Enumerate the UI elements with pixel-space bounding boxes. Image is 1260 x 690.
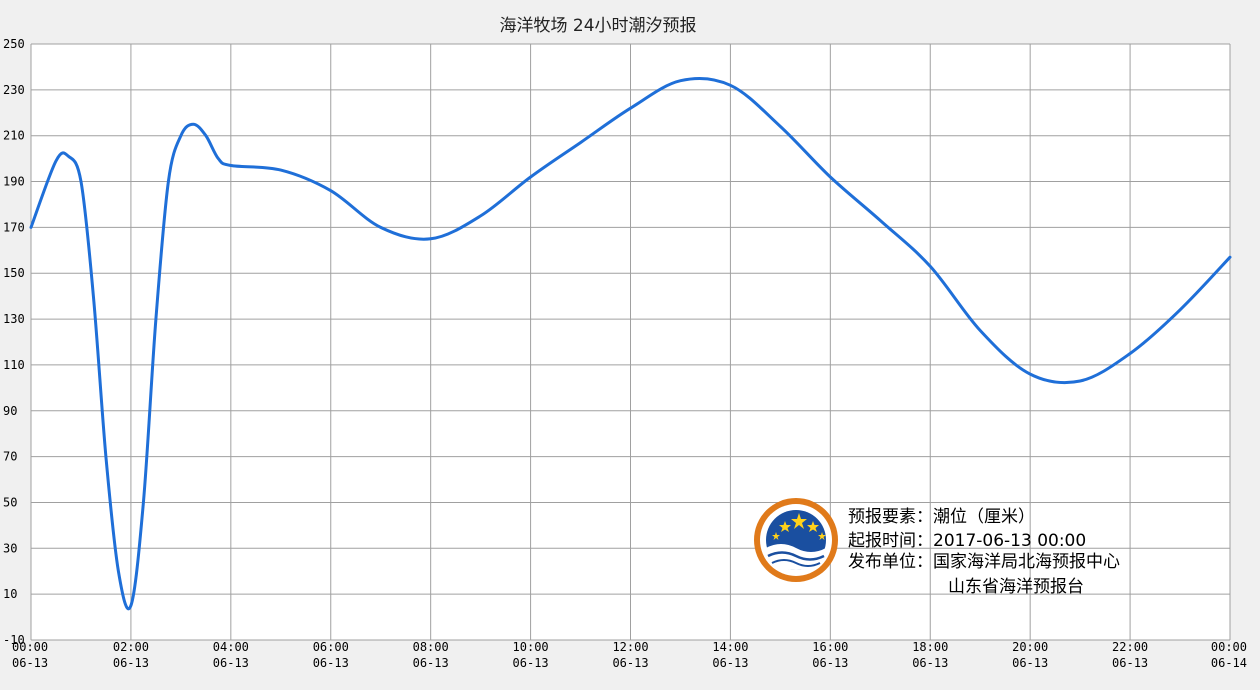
y-tick-label: 30 xyxy=(3,541,17,555)
x-tick-date-label: 06-14 xyxy=(1211,656,1247,670)
x-tick-time-label: 14:00 xyxy=(712,640,748,654)
y-tick-label: -10 xyxy=(3,633,25,647)
x-tick-time-label: 00:00 xyxy=(12,640,48,654)
y-tick-label: 230 xyxy=(3,83,25,97)
x-tick-time-label: 08:00 xyxy=(413,640,449,654)
x-tick-date-label: 06-13 xyxy=(612,656,648,670)
y-tick-label: 10 xyxy=(3,587,17,601)
publisher-label-line2: 山东省海洋预报台 xyxy=(948,577,1084,597)
y-axis-ticks: -10 10 30 50 70 90 110 130 150 170 190 210 230 250 xyxy=(3,37,25,647)
ocean-forecast-logo-icon xyxy=(754,498,838,582)
x-tick-date-label: 06-13 xyxy=(1112,656,1148,670)
publisher-label: 发布单位：国家海洋局北海预报中心 xyxy=(848,552,1120,572)
y-tick-label: 250 xyxy=(3,37,25,51)
x-tick-date-label: 06-13 xyxy=(513,656,549,670)
x-tick-date-label: 06-13 xyxy=(12,656,48,670)
forecast-element-label: 预报要素：潮位（厘米） xyxy=(848,507,1035,527)
tide-level-line xyxy=(29,76,1232,611)
chart-title: 海洋牧场 24小时潮汐预报 xyxy=(499,16,696,36)
x-tick-date-label: 06-13 xyxy=(313,656,349,670)
x-tick-time-label: 04:00 xyxy=(213,640,249,654)
grid-layer xyxy=(30,43,1231,641)
y-tick-label: 70 xyxy=(3,450,17,464)
x-tick-date-label: 06-13 xyxy=(113,656,149,670)
x-tick-time-label: 20:00 xyxy=(1012,640,1048,654)
x-tick-time-label: 22:00 xyxy=(1112,640,1148,654)
x-tick-time-label: 10:00 xyxy=(513,640,549,654)
issue-time-label: 起报时间：2017-06-13 00:00 xyxy=(848,531,1086,551)
x-tick-date-label: 06-13 xyxy=(1012,656,1048,670)
x-tick-time-label: 00:00 xyxy=(1211,640,1247,654)
y-tick-label: 210 xyxy=(3,129,25,143)
x-tick-time-label: 16:00 xyxy=(812,640,848,654)
y-tick-label: 130 xyxy=(3,312,25,326)
y-tick-label: 170 xyxy=(3,220,25,234)
y-tick-label: 90 xyxy=(3,404,17,418)
y-tick-label: 190 xyxy=(3,175,25,189)
y-tick-label: 110 xyxy=(3,358,25,372)
x-tick-date-label: 06-13 xyxy=(213,656,249,670)
y-tick-label: 150 xyxy=(3,266,25,280)
x-tick-time-label: 18:00 xyxy=(912,640,948,654)
x-tick-time-label: 06:00 xyxy=(313,640,349,654)
x-tick-date-label: 06-13 xyxy=(413,656,449,670)
x-tick-time-label: 12:00 xyxy=(612,640,648,654)
x-axis-ticks: 00:00 06-13 02:00 06-13 04:00 06-13 06:00 06-13… xyxy=(12,640,1247,670)
x-tick-date-label: 06-13 xyxy=(812,656,848,670)
y-tick-label: 50 xyxy=(3,495,17,509)
x-tick-time-label: 02:00 xyxy=(113,640,149,654)
x-tick-date-label: 06-13 xyxy=(712,656,748,670)
x-tick-date-label: 06-13 xyxy=(912,656,948,670)
